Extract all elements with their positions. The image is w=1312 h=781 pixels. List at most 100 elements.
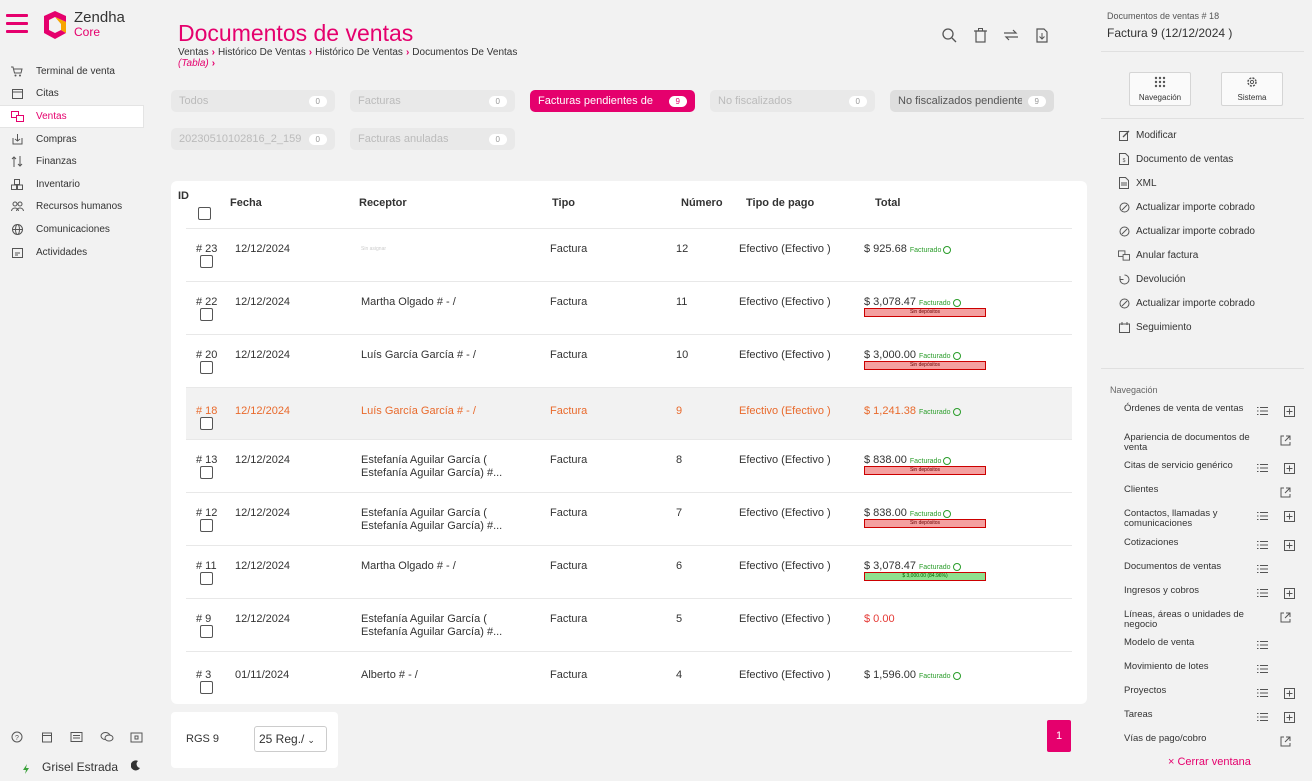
list-icon[interactable] [1256, 462, 1268, 474]
row-checkbox[interactable] [200, 361, 213, 374]
table-row[interactable]: # 22 12/12/2024 Martha Olgado # - / Factura… [186, 281, 1072, 334]
action-documento-de-ventas[interactable]: $ Documento de ventas [1118, 152, 1233, 166]
add-icon[interactable] [1283, 405, 1295, 417]
sidebar-item-ventas[interactable]: Ventas [0, 105, 144, 128]
breadcrumb-item[interactable]: Histórico De Ventas [217, 47, 306, 58]
add-icon[interactable] [1283, 462, 1295, 474]
table-row[interactable]: # 12 12/12/2024 Estefanía Aguilar García (… [186, 492, 1072, 545]
external-link-icon[interactable] [1279, 434, 1291, 446]
menu-icon[interactable] [6, 14, 28, 34]
action-seguimiento[interactable]: Seguimiento [1118, 320, 1192, 334]
action-anular-factura[interactable]: Anular factura [1118, 248, 1198, 262]
row-checkbox[interactable] [200, 572, 213, 585]
filter-chip[interactable]: 20230510102816_2_159 0 [171, 128, 335, 150]
list-icon[interactable] [1256, 405, 1268, 417]
search-icon[interactable] [940, 26, 958, 44]
nav-link[interactable]: Documentos de ventas [1124, 561, 1222, 572]
moon-icon[interactable] [130, 760, 141, 774]
nav-link[interactable]: Órdenes de venta de ventas [1124, 403, 1244, 414]
row-checkbox[interactable] [200, 681, 213, 694]
sidebar-item-recursos-humanos[interactable]: Recursos humanos [0, 196, 148, 219]
filter-chip[interactable]: No fiscalizados pendientes 9 [890, 90, 1054, 112]
select-all-checkbox[interactable] [198, 207, 211, 220]
row-checkbox[interactable] [200, 625, 213, 638]
nav-link[interactable]: Apariencia de documentos de venta [1124, 432, 1250, 453]
list-icon[interactable] [1256, 687, 1268, 699]
sync-icon[interactable] [1002, 26, 1020, 44]
user-name[interactable]: Grisel Estrada [42, 760, 119, 774]
table-row[interactable]: # 13 12/12/2024 Estefanía Aguilar García (… [186, 439, 1072, 492]
page-button[interactable]: 1 [1047, 720, 1071, 752]
sidebar-item-finanzas[interactable]: Finanzas [0, 150, 148, 173]
external-link-icon[interactable] [1279, 735, 1291, 747]
row-checkbox[interactable] [200, 308, 213, 321]
action-xml[interactable]: XML [1118, 176, 1157, 190]
header-receptor[interactable]: Receptor [359, 197, 407, 209]
nav-link[interactable]: Líneas, áreas o unidades de negocio [1124, 609, 1244, 630]
row-checkbox[interactable] [200, 519, 213, 532]
header-fecha[interactable]: Fecha [230, 197, 262, 209]
nav-link[interactable]: Clientes [1124, 484, 1159, 495]
list-icon[interactable] [1256, 539, 1268, 551]
row-checkbox[interactable] [200, 466, 213, 479]
sidebar-item-comunicaciones[interactable]: Comunicaciones [0, 218, 148, 241]
nav-link[interactable]: Cotizaciones [1124, 537, 1179, 548]
sidebar-item-citas[interactable]: Citas [0, 83, 148, 106]
nav-link[interactable]: Tareas [1124, 709, 1153, 720]
folder-icon[interactable] [129, 729, 144, 744]
header-tipo-pago[interactable]: Tipo de pago [746, 197, 815, 209]
nav-link[interactable]: Vías de pago/cobro [1124, 733, 1207, 744]
external-link-icon[interactable] [1279, 486, 1291, 498]
nav-link[interactable]: Ingresos y cobros [1124, 585, 1199, 596]
sidebar-item-compras[interactable]: Compras [0, 128, 148, 151]
add-icon[interactable] [1283, 687, 1295, 699]
close-window-link[interactable]: × Cerrar ventana [1168, 756, 1251, 768]
filter-chip[interactable]: Facturas anuladas 0 [350, 128, 515, 150]
add-icon[interactable] [1283, 711, 1295, 723]
add-icon[interactable] [1283, 587, 1295, 599]
navigation-button[interactable]: Navegación [1129, 72, 1191, 106]
table-row[interactable]: # 23 12/12/2024 Sin asignar Factura 12 Efecti… [186, 228, 1072, 281]
help-icon[interactable]: ? [9, 729, 24, 744]
export-icon[interactable] [1033, 26, 1051, 44]
header-tipo[interactable]: Tipo [552, 197, 576, 209]
action-modificar[interactable]: Modificar [1118, 128, 1177, 142]
add-icon[interactable] [1283, 510, 1295, 522]
breadcrumb-item[interactable]: Documentos De Ventas [412, 47, 518, 58]
add-icon[interactable] [1283, 539, 1295, 551]
filter-chip[interactable]: Facturas pendientes de 9 [530, 90, 695, 112]
nav-link[interactable]: Citas de servicio genérico [1124, 460, 1233, 471]
table-row[interactable]: # 20 12/12/2024 Luís García García # - / Fa… [186, 334, 1072, 387]
filter-chip[interactable]: Todos 0 [171, 90, 335, 112]
per-page-select[interactable]: 25 Reg./⌄ [254, 726, 327, 752]
table-row[interactable]: # 3 01/11/2024 Alberto # - / Factura 4 Efecti… [186, 651, 1072, 704]
system-button[interactable]: Sistema [1221, 72, 1283, 106]
filter-chip[interactable]: Facturas 0 [350, 90, 515, 112]
list-icon[interactable] [1256, 663, 1268, 675]
table-row[interactable]: # 18 12/12/2024 Luís García García # - / Fa… [186, 387, 1072, 439]
filter-chip[interactable]: No fiscalizados 0 [710, 90, 875, 112]
list-icon[interactable] [1256, 563, 1268, 575]
header-numero[interactable]: Número [681, 197, 723, 209]
action-actualizar-importe-cobrado[interactable]: Actualizar importe cobrado [1118, 200, 1255, 214]
sidebar-item-inventario[interactable]: Inventario [0, 173, 148, 196]
breadcrumb-item[interactable]: Histórico De Ventas [315, 47, 403, 58]
table-row[interactable]: # 11 12/12/2024 Martha Olgado # - / Factura… [186, 545, 1072, 598]
external-link-icon[interactable] [1279, 611, 1291, 623]
breadcrumb-item[interactable]: Ventas [178, 47, 209, 58]
sidebar-item-actividades[interactable]: Actividades [0, 241, 148, 264]
list-icon[interactable] [1256, 711, 1268, 723]
nav-link[interactable]: Contactos, llamadas y comunicaciones [1124, 508, 1218, 529]
list-icon[interactable] [1256, 639, 1268, 651]
chat-icon[interactable] [99, 729, 114, 744]
action-devolución[interactable]: Devolución [1118, 272, 1185, 286]
nav-link[interactable]: Proyectos [1124, 685, 1167, 696]
action-actualizar-importe-cobrado[interactable]: Actualizar importe cobrado [1118, 224, 1255, 238]
nav-link[interactable]: Movimiento de lotes [1124, 661, 1209, 672]
trash-icon[interactable] [971, 26, 989, 44]
row-checkbox[interactable] [200, 417, 213, 430]
list-icon[interactable] [69, 729, 84, 744]
nav-link[interactable]: Modelo de venta [1124, 637, 1195, 648]
row-checkbox[interactable] [200, 255, 213, 268]
sidebar-item-terminal-de-venta[interactable]: Terminal de venta [0, 60, 148, 83]
